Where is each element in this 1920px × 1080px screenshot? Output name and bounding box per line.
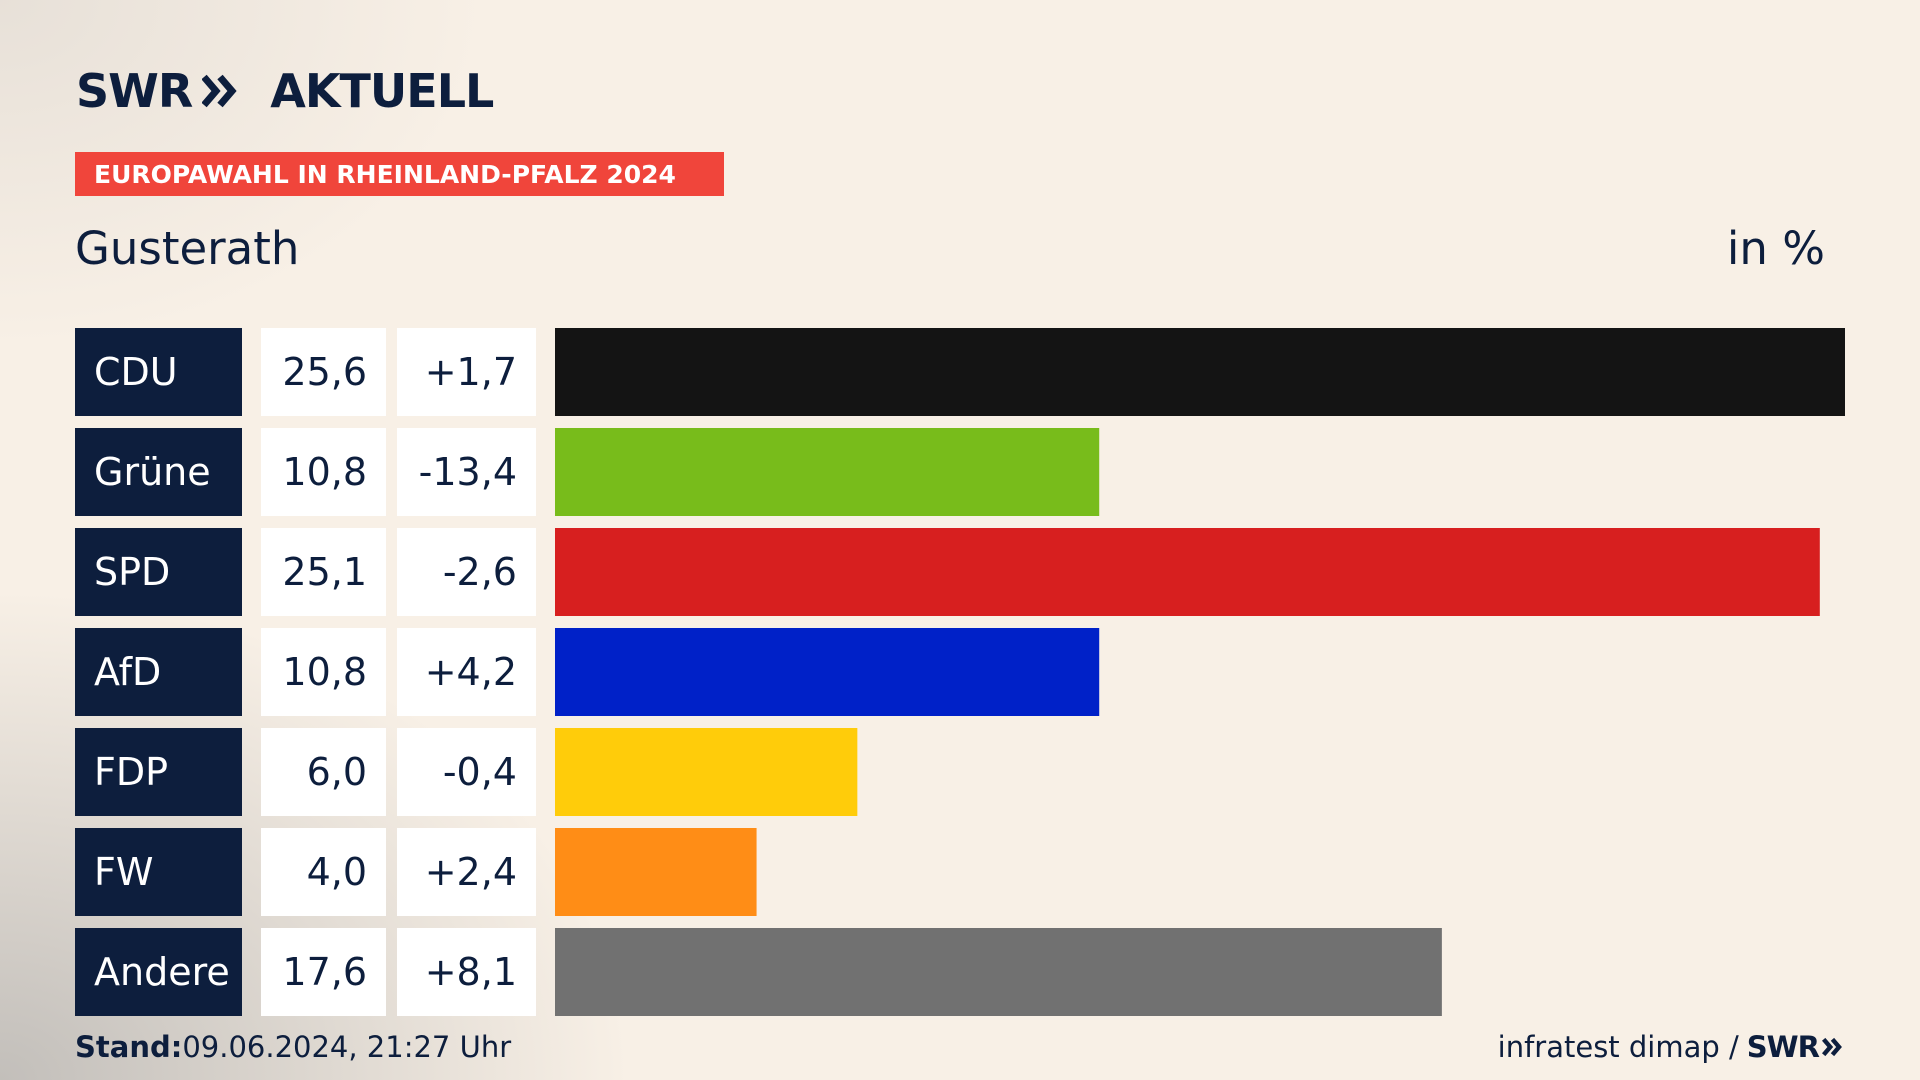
party-label: FW <box>94 850 153 894</box>
change-label: +1,7 <box>425 350 517 394</box>
source-brand-text: SWR <box>1746 1030 1820 1064</box>
party-label: Grüne <box>94 450 211 494</box>
party-label-box <box>75 428 242 516</box>
value-label: 4,0 <box>307 850 367 894</box>
change-cell <box>397 528 536 616</box>
change-cell <box>397 828 536 916</box>
bar <box>555 828 757 916</box>
topic-badge: EUROPAWAHL IN RHEINLAND-PFALZ 2024 <box>75 152 724 196</box>
source-credit: infratest dimap / SWR <box>1498 1030 1844 1064</box>
change-label: -0,4 <box>443 750 517 794</box>
bar <box>555 628 1100 716</box>
value-label: 10,8 <box>282 450 367 494</box>
change-cell <box>397 428 536 516</box>
party-label-box <box>75 628 242 716</box>
value-cell <box>261 628 386 716</box>
value-cell <box>261 728 386 816</box>
unit-label: in % <box>1726 222 1825 275</box>
party-label: SPD <box>94 550 170 594</box>
stand-label: Stand: <box>75 1030 183 1064</box>
party-label: AfD <box>94 650 161 694</box>
value-label: 25,6 <box>282 350 367 394</box>
change-cell <box>397 328 536 416</box>
party-label-box <box>75 728 242 816</box>
bar <box>555 328 1845 416</box>
value-label: 25,1 <box>282 550 367 594</box>
party-label-box <box>75 528 242 616</box>
party-label-box <box>75 928 242 1016</box>
value-label: 17,6 <box>282 950 367 994</box>
source-brand: SWR <box>1747 1030 1844 1064</box>
party-label: CDU <box>94 350 178 394</box>
bar <box>555 728 858 816</box>
place-title: Gusterath <box>75 222 300 275</box>
value-cell <box>261 528 386 616</box>
party-label: Andere <box>94 950 230 994</box>
change-cell <box>397 628 536 716</box>
party-label-box <box>75 828 242 916</box>
timestamp: Stand:09.06.2024, 21:27 Uhr <box>75 1030 511 1064</box>
value-label: 6,0 <box>307 750 367 794</box>
double-chevron-icon <box>202 74 237 108</box>
swr-aktuell-logo: SWR AKTUELL <box>76 64 494 118</box>
party-label: FDP <box>94 750 168 794</box>
value-cell <box>261 828 386 916</box>
value-label: 10,8 <box>282 650 367 694</box>
double-chevron-icon <box>1822 1037 1842 1057</box>
change-label: +8,1 <box>425 950 517 994</box>
bar <box>555 528 1820 616</box>
change-label: +2,4 <box>425 850 517 894</box>
value-cell <box>261 928 386 1016</box>
bar <box>555 928 1442 1016</box>
change-cell <box>397 928 536 1016</box>
change-label: -13,4 <box>419 450 517 494</box>
value-cell <box>261 328 386 416</box>
logo-suffix: AKTUELL <box>270 64 494 118</box>
change-label: -2,6 <box>443 550 517 594</box>
stand-value: 09.06.2024, 21:27 Uhr <box>182 1030 512 1064</box>
bar <box>555 428 1100 516</box>
change-cell <box>397 728 536 816</box>
logo-text: SWR <box>76 64 193 118</box>
party-label-box <box>75 328 242 416</box>
change-label: +4,2 <box>425 650 517 694</box>
source-text: infratest dimap / <box>1497 1030 1739 1064</box>
value-cell <box>261 428 386 516</box>
